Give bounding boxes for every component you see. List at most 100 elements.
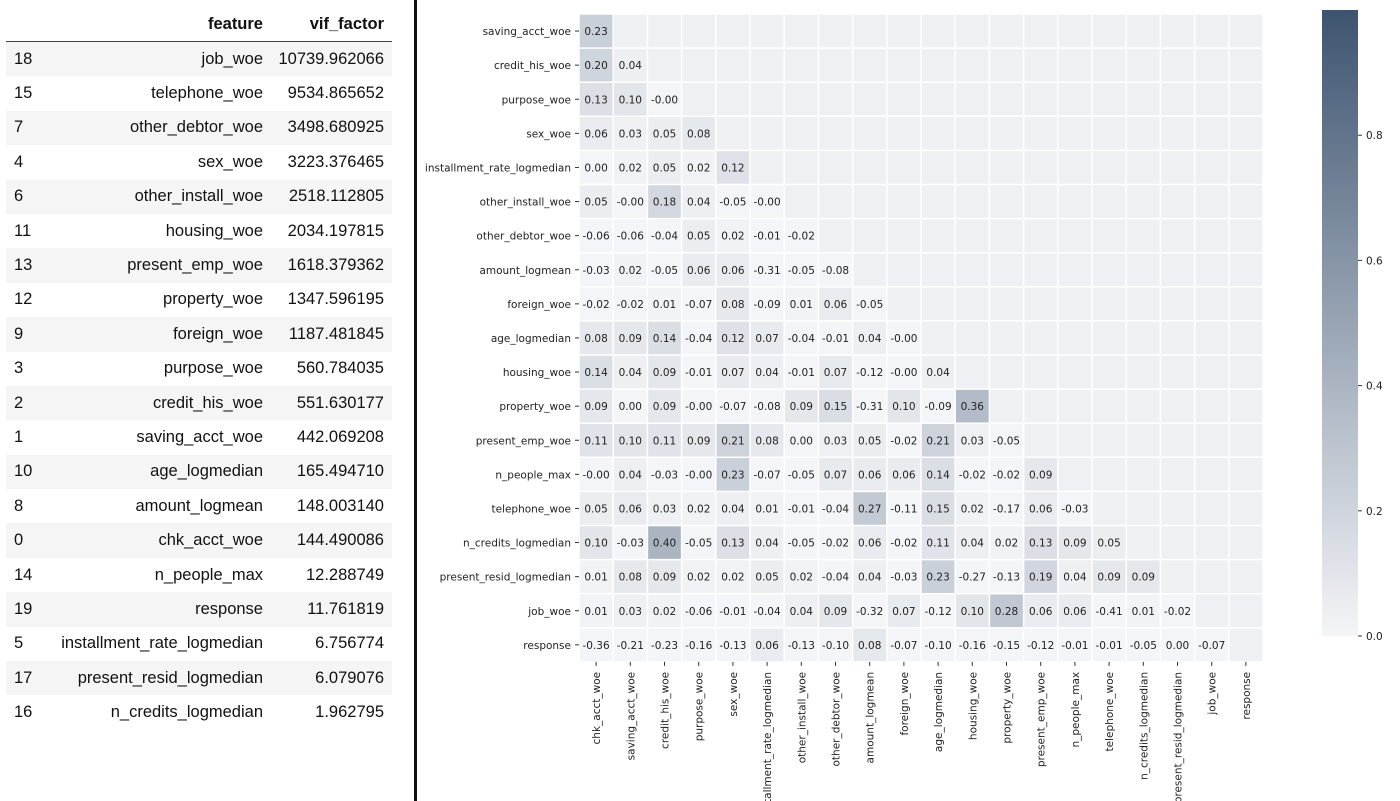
cell-value-label: 0.13 bbox=[721, 538, 744, 550]
cell-value-label: -0.03 bbox=[1061, 503, 1088, 515]
cell-value-label: -0.03 bbox=[583, 265, 610, 277]
cell-value-label: -0.00 bbox=[685, 401, 712, 413]
cell-value-label: 0.00 bbox=[584, 162, 607, 174]
cell-value-label: 0.13 bbox=[1029, 538, 1052, 550]
cell-value-label: 0.14 bbox=[926, 469, 950, 481]
heatmap-cell bbox=[921, 458, 955, 491]
cell-value-label: 0.04 bbox=[858, 572, 882, 584]
feature-cell: telephone_woe bbox=[151, 84, 263, 103]
heatmap-cell bbox=[716, 185, 750, 218]
cell-value-label: 0.14 bbox=[653, 333, 677, 345]
cell-value-label: -0.07 bbox=[890, 640, 917, 652]
feature-cell: foreign_woe bbox=[173, 324, 263, 343]
feature-cell: n_credits_logmedian bbox=[110, 703, 263, 722]
heatmap-cell bbox=[682, 151, 716, 184]
cell-value-label: 0.02 bbox=[687, 503, 710, 515]
masked-cell bbox=[1126, 151, 1160, 184]
masked-cell bbox=[887, 82, 921, 116]
cell-value-label: 0.21 bbox=[721, 435, 744, 447]
heatmap-cell bbox=[750, 355, 784, 389]
cell-value-label: -0.06 bbox=[617, 231, 644, 243]
vif-factor-cell: 3498.680925 bbox=[287, 118, 384, 137]
colorbar-tick-label: 0.6 bbox=[1366, 255, 1383, 267]
masked-cell bbox=[1058, 185, 1092, 218]
heatmap-cell bbox=[853, 560, 887, 593]
masked-cell bbox=[1195, 423, 1229, 457]
feature-column-header: feature bbox=[46, 7, 271, 42]
cell-value-label: 0.03 bbox=[961, 435, 984, 447]
vif-factor-cell: 1347.596195 bbox=[287, 290, 384, 309]
heatmap-cell bbox=[579, 628, 613, 662]
masked-cell bbox=[1229, 458, 1263, 491]
row-index: 16 bbox=[14, 703, 33, 722]
cell-value-label: 0.01 bbox=[1132, 606, 1155, 618]
cell-value-label: 0.11 bbox=[653, 435, 676, 447]
masked-cell bbox=[1024, 185, 1058, 218]
cell-value-label: 0.03 bbox=[619, 606, 642, 618]
masked-cell bbox=[1058, 151, 1092, 184]
cell-value-label: -0.12 bbox=[856, 367, 883, 379]
cell-value-label: 0.03 bbox=[653, 503, 676, 515]
masked-cell bbox=[1126, 492, 1160, 525]
table-row: 9 foreign_woe 1187.481845 bbox=[6, 317, 392, 352]
row-index: 11 bbox=[14, 221, 32, 240]
masked-cell bbox=[1024, 219, 1058, 252]
cell-value-label: -0.10 bbox=[925, 640, 952, 652]
heatmap-cell bbox=[648, 117, 681, 150]
heatmap-cell bbox=[716, 458, 750, 491]
vif-table-panel: feature vif_factor 18 job_woe 10739.962066… bbox=[0, 0, 400, 801]
heatmap-cell bbox=[955, 458, 989, 491]
cell-value-label: 0.02 bbox=[721, 572, 744, 584]
x-tick-label: other_debtor_woe bbox=[831, 672, 843, 767]
cell-value-label: 0.23 bbox=[721, 469, 744, 481]
heatmap-cell bbox=[955, 423, 989, 457]
masked-cell bbox=[921, 48, 955, 82]
x-tick-label: response bbox=[1241, 672, 1253, 720]
heatmap-cell bbox=[648, 151, 681, 184]
masked-cell bbox=[819, 14, 852, 48]
masked-cell bbox=[887, 287, 921, 321]
masked-cell bbox=[1229, 423, 1263, 457]
masked-cell bbox=[887, 185, 921, 218]
masked-cell bbox=[1161, 185, 1194, 218]
colorbar-tick-label: 0.2 bbox=[1366, 506, 1383, 518]
heatmap-cell bbox=[613, 423, 647, 457]
masked-cell bbox=[955, 253, 989, 287]
cell-value-label: 0.02 bbox=[687, 162, 710, 174]
masked-cell bbox=[1126, 321, 1160, 355]
masked-cell bbox=[1092, 355, 1126, 389]
cell-value-label: -0.05 bbox=[1130, 640, 1157, 652]
heatmap-cell bbox=[1126, 594, 1160, 628]
cell-value-label: -0.21 bbox=[617, 640, 644, 652]
heatmap-cell bbox=[716, 526, 750, 559]
masked-cell bbox=[1092, 151, 1126, 184]
masked-cell bbox=[1126, 117, 1160, 150]
cell-value-label: -0.02 bbox=[959, 469, 986, 481]
correlation-heatmap-panel: 0.23 0.20 0.04 0.13 0.10 -0.00 0.06 0.03 0.05 0.0… bbox=[418, 0, 1400, 801]
heatmap-cell bbox=[784, 423, 818, 457]
y-tick-label: telephone_woe bbox=[491, 503, 571, 515]
heatmap-cell bbox=[716, 423, 750, 457]
masked-cell bbox=[819, 185, 852, 218]
heatmap-cell bbox=[648, 389, 681, 423]
heatmap-cell bbox=[750, 423, 784, 457]
heatmap-cell bbox=[819, 560, 852, 593]
cell-value-label: -0.06 bbox=[685, 606, 712, 618]
cell-value-label: -0.02 bbox=[993, 469, 1020, 481]
cell-value-label: -0.02 bbox=[617, 299, 644, 311]
cell-value-label: -0.02 bbox=[788, 231, 815, 243]
cell-value-label: -0.07 bbox=[1198, 640, 1225, 652]
cell-value-label: 0.04 bbox=[619, 367, 643, 379]
heatmap-cell bbox=[648, 594, 681, 628]
table-row: 12 property_woe 1347.596195 bbox=[6, 283, 392, 317]
feature-cell: job_woe bbox=[201, 49, 263, 68]
masked-cell bbox=[853, 151, 887, 184]
vif-factor-cell: 3223.376465 bbox=[287, 152, 384, 171]
heatmap-cell bbox=[682, 594, 716, 628]
masked-cell bbox=[1092, 185, 1126, 218]
heatmap-cell bbox=[887, 492, 921, 525]
cell-value-label: 0.02 bbox=[995, 538, 1018, 550]
masked-cell bbox=[1092, 389, 1126, 423]
row-index: 19 bbox=[14, 599, 33, 618]
row-index: 5 bbox=[14, 634, 24, 653]
